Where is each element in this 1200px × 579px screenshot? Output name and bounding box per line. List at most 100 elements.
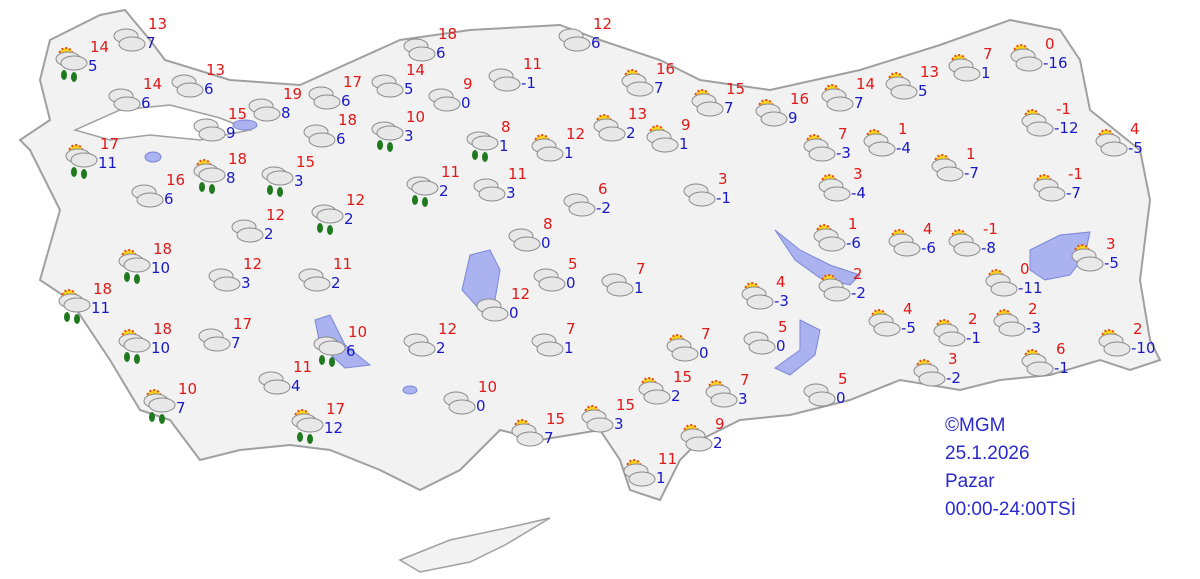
partly-cloudy-icon: [885, 72, 918, 100]
low-temp: 6: [164, 190, 174, 208]
partly-cloudy-icon: [680, 424, 713, 452]
high-temp: 9: [715, 415, 725, 433]
high-temp: 12: [346, 191, 366, 209]
cloudy-icon: [601, 273, 634, 297]
partly-cloudy-icon: [1021, 349, 1054, 377]
low-temp: -7: [964, 164, 979, 182]
high-temp: 15: [616, 396, 636, 414]
partly-cloudy-icon: [1071, 244, 1104, 272]
low-temp: -5: [1104, 254, 1119, 272]
low-temp: -3: [774, 292, 789, 310]
low-temp: 0: [836, 389, 846, 407]
station: 11 4: [255, 359, 325, 409]
high-temp: 9: [463, 75, 473, 93]
high-temp: 17: [326, 400, 346, 418]
high-temp: 13: [920, 63, 940, 81]
partly-cloudy-icon: [593, 114, 626, 142]
station: 4 -3: [738, 274, 808, 324]
station: 15 3: [258, 154, 328, 204]
station: 12 2: [228, 207, 298, 257]
sun-rain-icon: [55, 47, 88, 82]
station: 14 7: [818, 76, 888, 126]
high-temp: 13: [206, 61, 226, 79]
station: 18 10: [115, 241, 185, 291]
low-temp: 1: [564, 339, 574, 357]
high-temp: 12: [266, 206, 286, 224]
station: 11 2: [403, 164, 473, 214]
station: 15 7: [508, 411, 578, 461]
low-temp: 1: [634, 279, 644, 297]
partly-cloudy-icon: [948, 54, 981, 82]
station: 18 6: [300, 112, 370, 162]
station: -1 -12: [1018, 101, 1088, 151]
station: 3 -1: [680, 171, 750, 221]
partly-cloudy-icon: [1095, 129, 1128, 157]
low-temp: 2: [671, 387, 681, 405]
station: 0 -16: [1007, 36, 1077, 86]
partly-cloudy-icon: [741, 282, 774, 310]
high-temp: 4: [923, 220, 933, 238]
station: 17 6: [305, 74, 375, 124]
high-temp: 8: [501, 118, 511, 136]
station: 17 7: [195, 316, 265, 366]
station: 18 11: [55, 281, 125, 331]
low-temp: -8: [981, 239, 996, 257]
high-temp: 1: [966, 145, 976, 163]
high-temp: 18: [338, 111, 358, 129]
low-temp: -6: [921, 239, 936, 257]
low-temp: -4: [851, 184, 866, 202]
partly-cloudy-icon: [621, 69, 654, 97]
low-temp: 3: [738, 390, 748, 408]
low-temp: 7: [854, 94, 864, 112]
station: 6 -2: [560, 181, 630, 231]
high-temp: 7: [701, 325, 711, 343]
station: 19 8: [245, 86, 315, 136]
partly-cloudy-icon: [638, 377, 671, 405]
low-temp: 0: [776, 337, 786, 355]
station: 14 6: [105, 76, 175, 126]
low-temp: -10: [1131, 339, 1156, 357]
cloudy-icon: [488, 68, 521, 92]
low-temp: -2: [596, 199, 611, 217]
cloudy-icon: [473, 178, 506, 202]
low-temp: 3: [294, 172, 304, 190]
station: 18 6: [400, 26, 470, 76]
cloudy-icon: [258, 371, 291, 395]
rain-icon: [311, 204, 344, 235]
rain-icon: [466, 131, 499, 162]
cloudy-icon: [476, 298, 509, 322]
high-temp: 16: [790, 90, 810, 108]
sun-rain-icon: [65, 144, 98, 179]
low-temp: 0: [461, 94, 471, 112]
cloudy-icon: [563, 193, 596, 217]
station: 4 -5: [865, 301, 935, 351]
low-temp: 3: [506, 184, 516, 202]
station: 15 3: [578, 397, 648, 447]
high-temp: -1: [1068, 165, 1083, 183]
low-temp: 8: [226, 169, 236, 187]
high-temp: 4: [776, 273, 786, 291]
high-temp: 12: [243, 255, 263, 273]
low-temp: 11: [91, 299, 111, 317]
station: 6 -1: [1018, 341, 1088, 391]
station: 3 -4: [815, 166, 885, 216]
high-temp: 1: [898, 120, 908, 138]
partly-cloudy-icon: [913, 359, 946, 387]
station: 2 -10: [1095, 321, 1165, 371]
low-temp: -4: [896, 139, 911, 157]
cloudy-icon: [743, 331, 776, 355]
partly-cloudy-icon: [868, 309, 901, 337]
high-temp: 4: [903, 300, 913, 318]
cloudy-icon: [303, 124, 336, 148]
sun-rain-icon: [143, 389, 176, 424]
high-temp: 3: [718, 170, 728, 188]
low-temp: -11: [1018, 279, 1043, 297]
station: 11 -1: [485, 56, 555, 106]
low-temp: 8: [281, 104, 291, 122]
low-temp: 6: [341, 92, 351, 110]
station: -1 -7: [1030, 166, 1100, 216]
station: 18 8: [190, 151, 260, 201]
